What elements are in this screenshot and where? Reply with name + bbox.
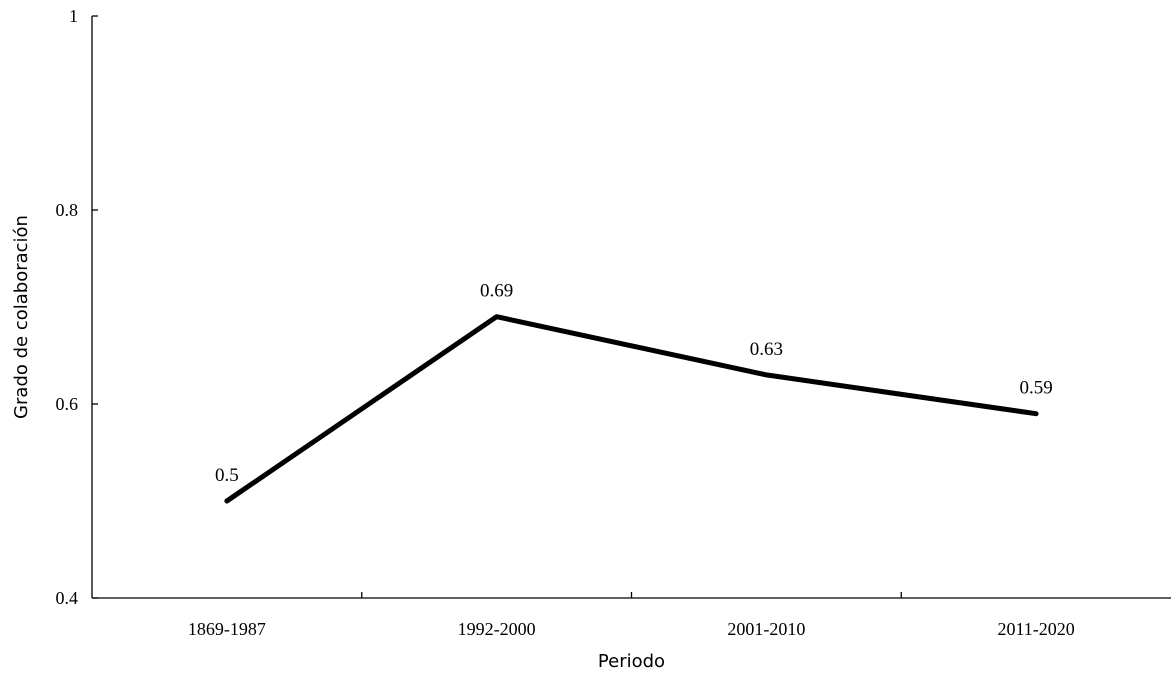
- data-label: 0.59: [1020, 378, 1053, 399]
- x-tick-label: 2001-2010: [727, 619, 805, 639]
- y-tick-label: 0.8: [56, 200, 79, 220]
- data-label: 0.69: [480, 281, 513, 302]
- y-axis-ticks: 0.4 0.6 0.8 1: [56, 6, 98, 608]
- x-axis-ticks: 1869-1987 1992-2000 2001-2010 2011-2020: [188, 592, 1075, 639]
- y-axis-title: Grado de colaboración: [11, 215, 32, 419]
- x-axis-title: Periodo: [598, 651, 665, 672]
- x-tick-label: 1992-2000: [458, 619, 536, 639]
- y-tick-label: 0.4: [56, 588, 79, 608]
- data-labels: 0.5 0.69 0.63 0.59: [215, 281, 1053, 486]
- x-tick-label: 2011-2020: [997, 619, 1074, 639]
- series-line: [224, 314, 1039, 504]
- x-tick-label: 1869-1987: [188, 619, 266, 639]
- axes: [91, 16, 1171, 599]
- y-tick-label: 0.6: [56, 394, 79, 414]
- y-tick-label: 1: [69, 6, 78, 26]
- series-group: [224, 314, 1039, 504]
- data-label: 0.5: [215, 465, 239, 486]
- data-label: 0.63: [750, 339, 783, 360]
